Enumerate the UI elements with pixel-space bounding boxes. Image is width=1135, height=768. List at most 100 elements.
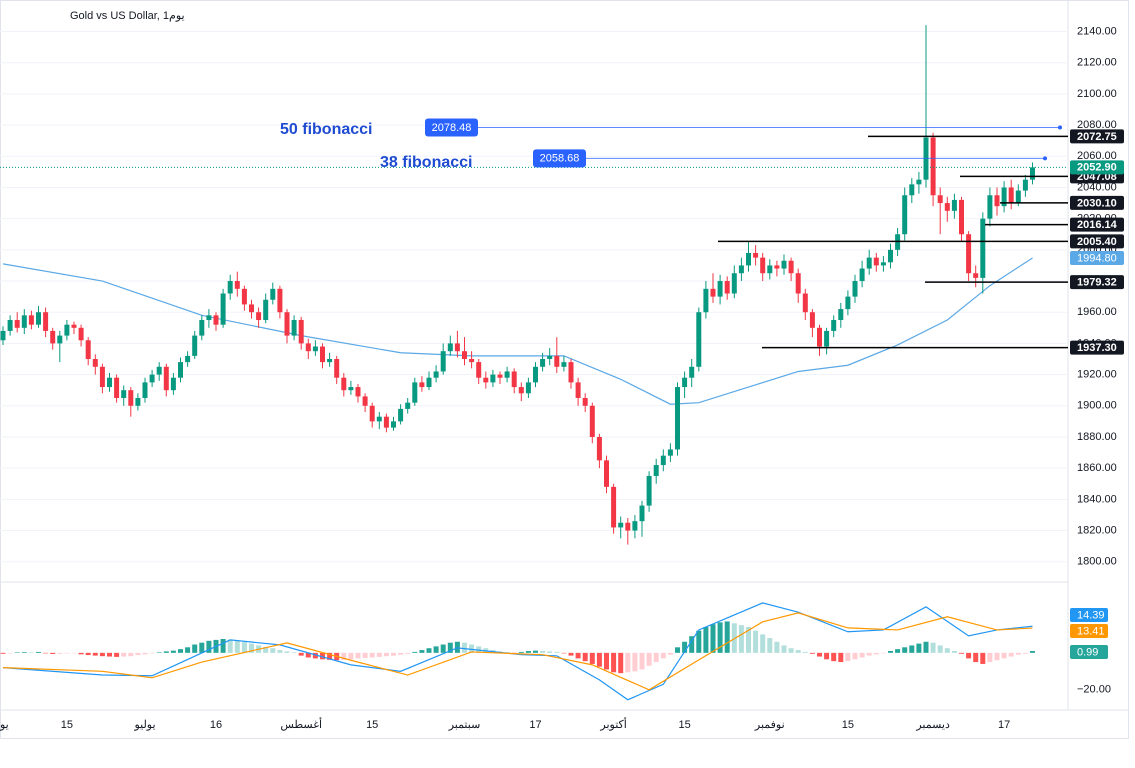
candle-body	[710, 288, 716, 297]
candle-body	[767, 265, 773, 274]
x-tick-label: 17	[529, 719, 541, 731]
histogram-bar	[973, 652, 979, 663]
candle-body	[405, 402, 411, 409]
candle-body	[412, 382, 418, 403]
candle-body	[327, 358, 333, 363]
candle-body	[540, 358, 546, 367]
candle-body	[909, 184, 915, 196]
level-label-box	[1070, 234, 1124, 249]
y-tick-label: 2060.00	[1077, 150, 1117, 162]
histogram-bar	[618, 652, 624, 674]
candle-body	[930, 137, 936, 196]
candle-body	[28, 315, 34, 325]
candle-body	[213, 315, 219, 325]
histogram-bar	[788, 648, 794, 653]
candle-body	[675, 387, 680, 450]
y-tick-label: 2140.00	[1077, 25, 1117, 37]
histogram-bar	[419, 650, 425, 653]
candle-body	[902, 195, 908, 235]
histogram-bar	[795, 650, 801, 653]
x-tick-label: سبتمبر	[448, 719, 481, 731]
ma-label-box	[1070, 250, 1124, 265]
histogram-bar	[540, 651, 546, 653]
level-label: 2016.14	[1077, 219, 1118, 231]
histogram-bar	[362, 652, 368, 659]
candle-body	[596, 436, 602, 461]
candle-body	[987, 195, 993, 219]
candle-body	[334, 358, 340, 378]
candle-body	[178, 362, 183, 378]
candle-body	[1022, 179, 1028, 191]
candle-body	[305, 343, 311, 352]
y-tick-label: 1900.00	[1077, 400, 1117, 412]
candle-body	[724, 281, 730, 294]
candle-body	[107, 377, 112, 388]
candle-body	[824, 330, 830, 347]
histogram-bar	[639, 652, 645, 670]
candle-body	[369, 405, 375, 422]
signal-line	[2, 612, 1033, 691]
histogram-bar	[227, 639, 233, 653]
histogram-bar	[604, 652, 609, 670]
candle-body	[220, 293, 226, 325]
candle-body	[831, 320, 837, 331]
candle-body	[859, 268, 865, 282]
candle-body	[653, 465, 659, 476]
fib-label-box	[425, 118, 478, 137]
x-tick-label: 15	[842, 719, 854, 731]
histogram-bar	[859, 652, 865, 658]
histogram-bar	[689, 636, 695, 653]
candle-body	[163, 366, 169, 391]
histogram-bar	[966, 652, 972, 659]
candle-body	[604, 460, 609, 487]
value-label-box	[1070, 624, 1108, 638]
candle-body	[703, 288, 709, 313]
fib-end	[1043, 156, 1047, 161]
candle-body	[376, 416, 382, 422]
candle-body	[469, 358, 475, 363]
histogram-bar	[405, 652, 411, 654]
level-label: 2005.40	[1077, 236, 1117, 248]
histogram-bar	[0, 652, 6, 654]
candle-body	[426, 377, 432, 388]
candle-body	[689, 366, 695, 378]
histogram-bar	[149, 652, 155, 654]
candle-body	[128, 390, 134, 406]
histogram-bar	[433, 646, 439, 653]
histogram-bar	[398, 652, 404, 655]
candle-body	[547, 355, 553, 359]
candle-body	[788, 260, 794, 274]
histogram-bar	[1001, 652, 1007, 659]
candle-body	[667, 449, 673, 456]
histogram-bar	[241, 642, 247, 653]
candle-body	[980, 218, 986, 278]
histogram-bar	[440, 644, 446, 653]
x-tick-label: أكتوبر	[599, 717, 626, 731]
candle-body	[36, 312, 41, 325]
histogram-bar	[64, 652, 70, 654]
histogram-bar	[987, 652, 993, 663]
y-tick-label: 2040.00	[1077, 181, 1117, 193]
candle-body	[568, 362, 574, 383]
candle-body	[916, 179, 922, 185]
candle-body	[135, 397, 141, 406]
candle-body	[149, 374, 155, 383]
candle-body	[234, 281, 240, 289]
candle-body	[1015, 190, 1021, 204]
fib-text: 38 fibonacci	[380, 154, 472, 171]
candle-body	[611, 486, 617, 528]
level-label: 2072.75	[1077, 131, 1117, 143]
candle-body	[781, 260, 787, 269]
histogram-bar	[348, 652, 354, 660]
candle-body	[433, 371, 439, 378]
y-tick-label: 2080.00	[1077, 119, 1117, 131]
histogram-bar	[582, 652, 588, 662]
histogram-bar	[312, 652, 318, 659]
candle-body	[937, 195, 943, 204]
histogram-bar	[575, 652, 581, 659]
histogram-bar	[320, 652, 325, 660]
candle-body	[57, 335, 63, 344]
histogram-bar	[206, 640, 212, 653]
x-tick-label: 15	[678, 719, 690, 731]
histogram-bar	[1008, 652, 1014, 657]
